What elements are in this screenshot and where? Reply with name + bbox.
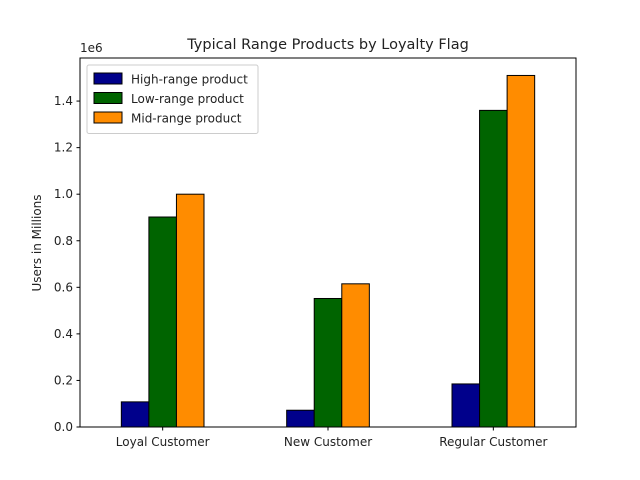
bar-2-1 [341,283,370,428]
legend-label: High-range product [131,73,248,87]
y-tick-label: 0.6 [54,280,73,294]
bar-2-2 [506,74,536,428]
y-tick-label: 1.0 [54,187,73,201]
y-tick-label: 1.4 [54,94,73,108]
y-tick-label: 0.4 [54,327,73,341]
x-tick-label: New Customer [284,435,372,449]
y-tick-label: 0.8 [54,234,73,248]
bar-2-0 [175,193,205,428]
bars-group [120,74,536,428]
bar-1-1 [313,297,343,428]
y-axis-offset-label: 1e6 [80,41,103,55]
legend-label: Mid-range product [131,112,242,126]
axes-group: 0.0 0.2 0.4 0.6 0.8 1.0 1.2 1.4 Loyal Customer Ne… [54,57,577,449]
y-axis-label: Users in Millions [30,194,44,291]
legend: High-range product Low-range product Mid-r… [86,64,259,134]
bar-1-0 [148,216,177,428]
bar-0-0 [120,401,150,428]
x-tick-label: Loyal Customer [116,435,210,449]
y-tick-label: 0.0 [54,420,73,434]
legend-label: Low-range product [131,92,244,106]
bar-0-2 [451,383,481,428]
bar-1-2 [479,109,508,428]
legend-box [86,64,259,134]
y-tick-label: 1.2 [54,141,73,155]
y-tick-label: 0.2 [54,373,73,387]
chart-title: Typical Range Products by Loyalty Flag [186,37,469,53]
bar-0-1 [286,409,315,428]
x-tick-label: Regular Customer [439,435,547,449]
legend-swatch [93,111,123,124]
legend-swatch [93,92,123,104]
legend-swatch [93,72,123,85]
